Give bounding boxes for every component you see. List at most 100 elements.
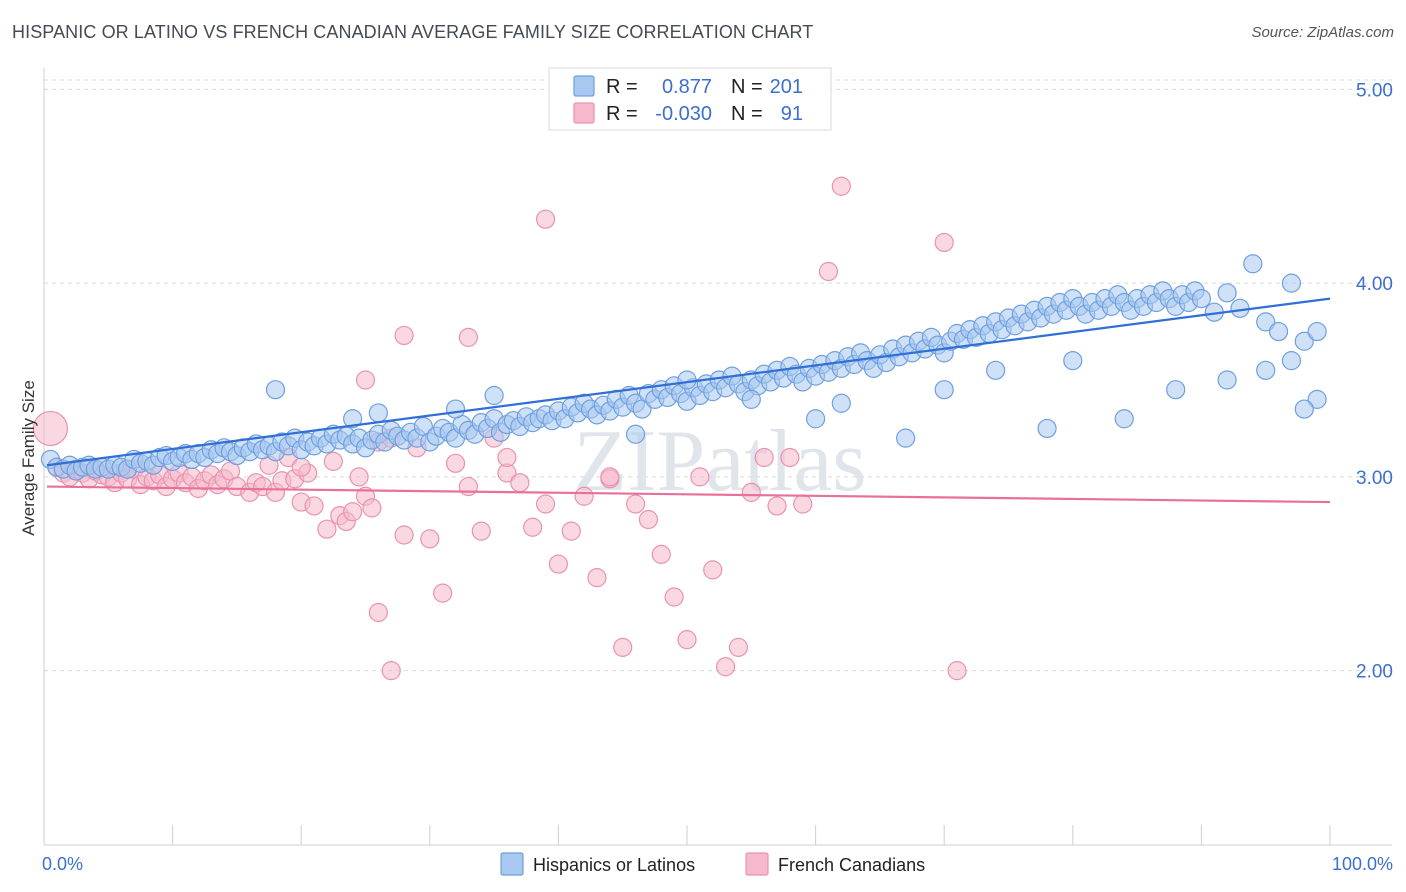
pink-point-78	[741, 482, 761, 502]
y-tick-labels: 2.00 3.00 4.00 5.00	[1356, 80, 1393, 682]
pink-point-80	[780, 447, 800, 468]
pink-point-63	[548, 554, 569, 574]
blue-point-188	[1307, 389, 1327, 409]
blue-point-183	[1243, 254, 1263, 274]
blue-point-189	[805, 409, 826, 429]
chart-source: Source: ZipAtlas.com	[1251, 24, 1394, 41]
pink-point-72	[664, 587, 684, 607]
pink-point-64	[561, 521, 581, 541]
bottom-legend-label-pink: French Canadians	[778, 855, 925, 875]
pink-point-0	[32, 410, 69, 447]
pink-point-55	[445, 453, 466, 473]
y-tick-label-3: 5.00	[1356, 80, 1393, 101]
pink-point-48	[362, 498, 382, 518]
blue-point-192	[484, 385, 504, 406]
x-tick-label-1: 100.0%	[1332, 854, 1393, 874]
blue-point-197	[1166, 380, 1186, 400]
pink-point-90	[355, 370, 376, 390]
legend-box: R = 0.877 N = 201 R = -0.030 N = 91	[548, 67, 832, 131]
blue-point-179	[1191, 289, 1212, 309]
pink-point-60	[510, 473, 530, 493]
pink-point-41	[317, 519, 337, 539]
bottom-legend-swatch-blue	[500, 852, 524, 876]
pink-point-94	[754, 447, 774, 468]
y-axis-label: Average Family Size	[19, 380, 38, 536]
legend-r-label-2: R =	[606, 103, 638, 125]
pink-point-91	[497, 447, 517, 468]
blue-point-200	[1281, 351, 1302, 371]
blue-point-190	[445, 399, 466, 419]
bottom-legend-swatch-pink	[745, 852, 769, 876]
pink-point-81	[793, 494, 813, 514]
legend-r-value-2: -0.030	[655, 103, 712, 125]
pink-point-66	[587, 568, 607, 588]
blue-point-193	[265, 380, 286, 400]
pink-point-62	[535, 494, 556, 514]
legend-n-label-2: N =	[731, 103, 763, 125]
y-tick-label-2: 4.00	[1356, 274, 1393, 295]
blue-point-203	[368, 403, 388, 423]
pink-point-82	[818, 261, 839, 282]
pink-point-83	[831, 176, 851, 196]
blue-point-186	[1281, 273, 1302, 293]
chart-title: HISPANIC OR LATINO VS FRENCH CANADIAN AV…	[12, 22, 814, 42]
pink-point-69	[625, 494, 646, 514]
pink-point-75	[703, 560, 723, 580]
pink-point-95	[291, 457, 311, 477]
pink-point-40	[304, 496, 324, 516]
trend-line-1	[46, 485, 1331, 504]
y-tick-label-0: 2.00	[1356, 662, 1393, 683]
pink-point-57	[471, 521, 491, 541]
pink-point-56	[458, 476, 478, 497]
y-tick-label-1: 3.00	[1356, 468, 1393, 489]
pink-point-89	[381, 661, 401, 681]
pink-point-61	[523, 517, 543, 537]
pink-point-92	[535, 209, 556, 229]
blue-point-201	[1294, 399, 1314, 419]
blue-point-184	[1256, 312, 1276, 332]
pink-point-88	[368, 602, 388, 623]
legend-swatch-blue	[573, 75, 595, 97]
trend-line-0	[46, 297, 1331, 467]
pink-point-87	[458, 327, 478, 347]
legend-swatch-pink	[573, 102, 595, 124]
pink-point-79	[767, 496, 787, 516]
blue-point-181	[1217, 283, 1237, 303]
blue-point-205	[677, 370, 697, 390]
blue-point-199	[1256, 360, 1276, 380]
bottom-legend: Hispanics or Latinos French Canadians	[500, 852, 925, 876]
pink-point-65	[574, 486, 594, 506]
legend-n-value-2: 91	[781, 103, 803, 125]
blue-point-198	[1217, 370, 1237, 390]
blue-point-182	[1230, 298, 1250, 318]
pink-point-68	[613, 637, 633, 657]
bottom-legend-label-blue: Hispanics or Latinos	[533, 855, 695, 875]
blue-point-207	[831, 393, 851, 413]
x-tick-labels: 0.0% 100.0%	[42, 854, 1393, 874]
pink-point-73	[677, 630, 697, 650]
blue-point-202	[1307, 321, 1327, 342]
x-tick-label-0: 0.0%	[42, 854, 83, 874]
blue-point-187	[1294, 331, 1314, 351]
blue-point-185	[1268, 321, 1289, 342]
pink-point-53	[420, 529, 440, 549]
pink-point-54	[433, 583, 453, 603]
pink-point-86	[394, 325, 414, 346]
pink-point-77	[728, 637, 749, 657]
blue-point-196	[1114, 409, 1134, 429]
pink-point-42	[323, 451, 343, 471]
legend-n-label-1: N =	[731, 76, 763, 98]
legend-n-value-1: 201	[770, 76, 803, 98]
blue-point-206	[741, 389, 761, 409]
pink-point-45	[343, 502, 363, 522]
pink-point-84	[934, 232, 954, 253]
legend-r-label-1: R =	[606, 76, 638, 98]
blue-point-194	[896, 428, 916, 448]
blue-point-191	[343, 409, 363, 429]
blue-point-195	[1037, 418, 1057, 439]
blue-point-204	[625, 424, 646, 444]
blue-point-210	[1063, 351, 1083, 371]
blue-point-209	[986, 360, 1006, 380]
pink-point-46	[349, 467, 369, 487]
